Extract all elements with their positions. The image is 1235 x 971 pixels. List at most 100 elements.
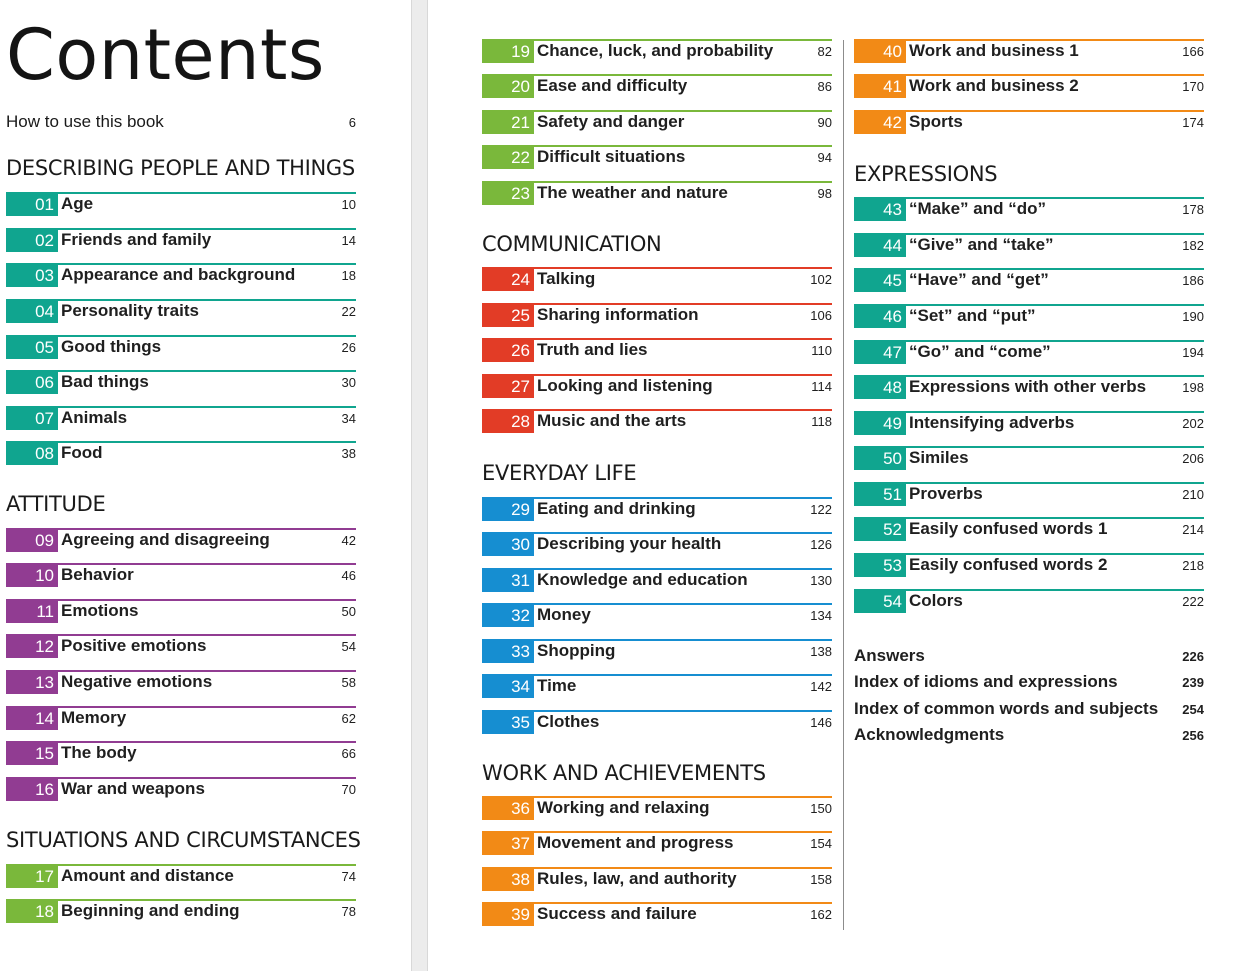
toc-entry[interactable]: 01 Age 10 (6, 192, 356, 216)
toc-entry-label: Age (61, 194, 94, 213)
toc-entry[interactable]: 27 Looking and listening 114 (482, 374, 832, 398)
toc-answers[interactable]: Answers 226 (854, 646, 1204, 668)
toc-entry-page: 174 (1182, 115, 1204, 130)
toc-entry[interactable]: 16 War and weapons 70 (6, 777, 356, 801)
toc-entry[interactable]: 15 The body 66 (6, 741, 356, 765)
toc-entry[interactable]: 26 Truth and lies 110 (482, 338, 832, 362)
toc-entry-number: 26 (482, 340, 534, 362)
toc-entry[interactable]: 47 “Go” and “come” 194 (854, 340, 1204, 364)
toc-entry[interactable]: 21 Safety and danger 90 (482, 110, 832, 134)
toc-entry[interactable]: 33 Shopping 138 (482, 639, 832, 663)
toc-entry[interactable]: 03 Appearance and background 18 (6, 263, 356, 287)
toc-entry-page: 62 (341, 711, 356, 726)
toc-entry[interactable]: 54 Colors 222 (854, 589, 1204, 613)
toc-entry[interactable]: 36 Working and relaxing 150 (482, 796, 832, 820)
toc-entry[interactable]: 12 Positive emotions 54 (6, 634, 356, 658)
toc-entry-number: 28 (482, 411, 534, 433)
toc-entry[interactable]: 51 Proverbs 210 (854, 482, 1204, 506)
toc-entry[interactable]: 06 Bad things 30 (6, 370, 356, 394)
toc-how-to-use[interactable]: How to use this book 6 (6, 112, 356, 136)
toc-entry[interactable]: 41 Work and business 2 170 (854, 74, 1204, 98)
toc-entry[interactable]: 17 Amount and distance 74 (6, 864, 356, 888)
toc-entry-page: 182 (1182, 238, 1204, 253)
toc-entry-number: 48 (854, 377, 906, 399)
toc-entry-label: Music and the arts (537, 411, 687, 430)
toc-entry-label: “Make” and “do” (909, 199, 1046, 218)
toc-entry[interactable]: 30 Describing your health 126 (482, 532, 832, 556)
toc-entry[interactable]: 20 Ease and difficulty 86 (482, 74, 832, 98)
toc-entry-number: 27 (482, 376, 534, 398)
toc-entry[interactable]: 09 Agreeing and disagreeing 42 (6, 528, 356, 552)
toc-entry[interactable]: 42 Sports 174 (854, 110, 1204, 134)
toc-entry-number: 17 (6, 866, 58, 888)
toc-entry-page: 158 (810, 872, 832, 887)
toc-entry[interactable]: 28 Music and the arts 118 (482, 409, 832, 433)
toc-index-idioms[interactable]: Index of idioms and expressions 239 (854, 672, 1204, 694)
toc-entry[interactable]: 29 Eating and drinking 122 (482, 497, 832, 521)
left-page (0, 0, 411, 971)
toc-entry-label: “Set” and “put” (909, 306, 1036, 325)
toc-entry[interactable]: 19 Chance, luck, and probability 82 (482, 39, 832, 63)
toc-entry-page: 122 (810, 502, 832, 517)
toc-entry[interactable]: 14 Memory 62 (6, 706, 356, 730)
toc-entry[interactable]: 39 Success and failure 162 (482, 902, 832, 926)
toc-entry[interactable]: 53 Easily confused words 2 218 (854, 553, 1204, 577)
toc-entry[interactable]: 44 “Give” and “take” 182 (854, 233, 1204, 257)
toc-entry-page: 206 (1182, 451, 1204, 466)
toc-entry[interactable]: 18 Beginning and ending 78 (6, 899, 356, 923)
toc-entry[interactable]: 31 Knowledge and education 130 (482, 568, 832, 592)
toc-entry[interactable]: 13 Negative emotions 58 (6, 670, 356, 694)
toc-entry-number: 24 (482, 269, 534, 291)
toc-entry[interactable]: 25 Sharing information 106 (482, 303, 832, 327)
toc-entry[interactable]: 04 Personality traits 22 (6, 299, 356, 323)
toc-entry[interactable]: 24 Talking 102 (482, 267, 832, 291)
toc-entry-page: 214 (1182, 522, 1204, 537)
toc-entry[interactable]: 46 “Set” and “put” 190 (854, 304, 1204, 328)
toc-entry[interactable]: 48 Expressions with other verbs 198 (854, 375, 1204, 399)
toc-entry[interactable]: 50 Similes 206 (854, 446, 1204, 470)
toc-entry[interactable]: 08 Food 38 (6, 441, 356, 465)
toc-entry[interactable]: 38 Rules, law, and authority 158 (482, 867, 832, 891)
toc-entry[interactable]: 43 “Make” and “do” 178 (854, 197, 1204, 221)
toc-entry-page: 134 (810, 608, 832, 623)
toc-entry-number: 38 (482, 869, 534, 891)
toc-entry-label: Food (61, 443, 103, 462)
toc-entry-page: 82 (817, 44, 832, 59)
toc-entry-label: War and weapons (61, 779, 205, 798)
toc-entry-number: 34 (482, 676, 534, 698)
toc-entry[interactable]: 22 Difficult situations 94 (482, 145, 832, 169)
toc-entry-number: 30 (482, 534, 534, 556)
toc-entry[interactable]: 02 Friends and family 14 (6, 228, 356, 252)
toc-entry[interactable]: 34 Time 142 (482, 674, 832, 698)
toc-entry-page: 110 (811, 343, 832, 358)
toc-entry[interactable]: 07 Animals 34 (6, 406, 356, 430)
toc-entry[interactable]: 23 The weather and nature 98 (482, 181, 832, 205)
toc-entry[interactable]: 35 Clothes 146 (482, 710, 832, 734)
toc-entry[interactable]: 11 Emotions 50 (6, 599, 356, 623)
toc-entry-page: 74 (341, 869, 356, 884)
toc-acknowledgments[interactable]: Acknowledgments 256 (854, 725, 1204, 747)
toc-entry[interactable]: 32 Money 134 (482, 603, 832, 627)
toc-entry-page: 222 (1182, 594, 1204, 609)
toc-entry[interactable]: 45 “Have” and “get” 186 (854, 268, 1204, 292)
toc-entry[interactable]: 05 Good things 26 (6, 335, 356, 359)
toc-entry-page: 94 (817, 150, 832, 165)
toc-entry[interactable]: 49 Intensifying adverbs 202 (854, 411, 1204, 435)
toc-index-words[interactable]: Index of common words and subjects 254 (854, 699, 1204, 721)
toc-entry-number: 15 (6, 743, 58, 765)
toc-back-page: 226 (1182, 649, 1204, 664)
toc-entry[interactable]: 52 Easily confused words 1 214 (854, 517, 1204, 541)
toc-entry-label: Money (537, 605, 591, 624)
section-heading-situations: SITUATIONS AND CIRCUMSTANCES (6, 828, 361, 852)
toc-entry-label: Agreeing and disagreeing (61, 530, 270, 549)
toc-entry[interactable]: 10 Behavior 46 (6, 563, 356, 587)
toc-entry-number: 35 (482, 712, 534, 734)
toc-entry-label: Behavior (61, 565, 134, 584)
toc-entry[interactable]: 37 Movement and progress 154 (482, 831, 832, 855)
toc-entry-page: 194 (1182, 345, 1204, 360)
toc-entry-label: “Have” and “get” (909, 270, 1049, 289)
toc-entry-label: Rules, law, and authority (537, 869, 737, 888)
toc-entry-label: Friends and family (61, 230, 212, 249)
toc-entry[interactable]: 40 Work and business 1 166 (854, 39, 1204, 63)
toc-entry-label: Beginning and ending (61, 901, 240, 920)
